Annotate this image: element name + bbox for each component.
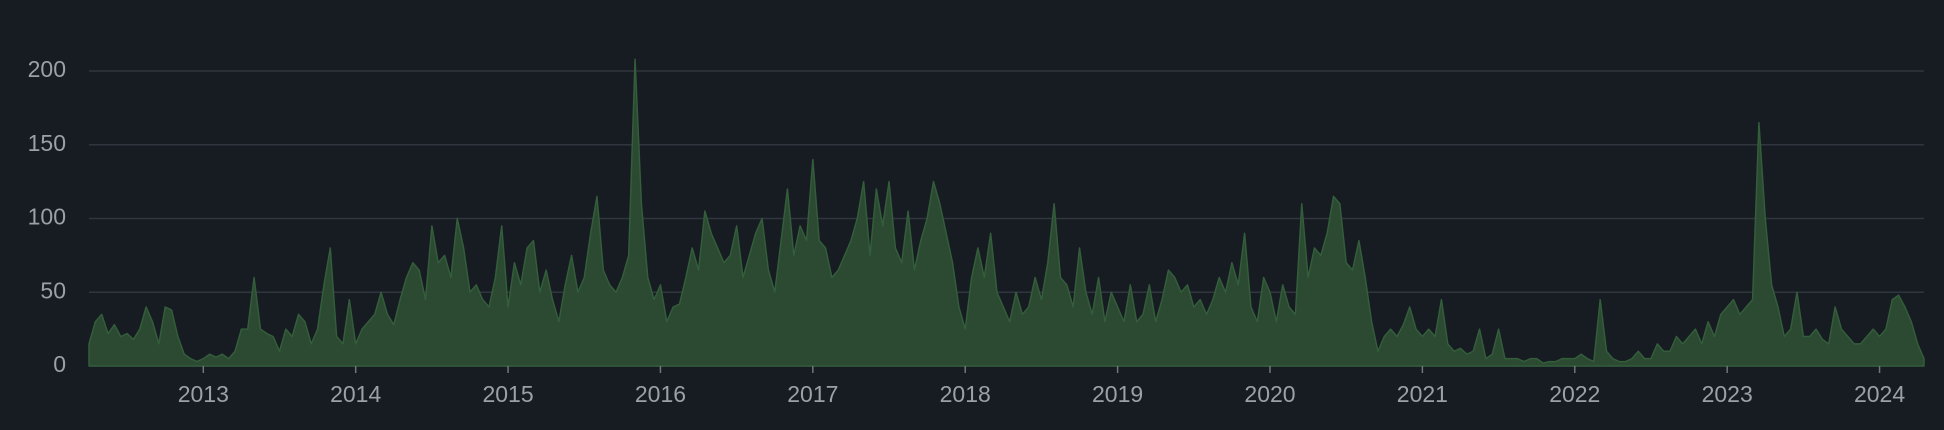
y-tick-label: 200 xyxy=(28,56,66,82)
x-tick-label: 2021 xyxy=(1397,381,1448,407)
y-tick-label: 150 xyxy=(28,130,66,156)
x-tick-label: 2016 xyxy=(635,381,686,407)
x-tick-label: 2013 xyxy=(178,381,229,407)
area xyxy=(88,58,1925,367)
x-tick-label: 2017 xyxy=(787,381,838,407)
y-tick-label: 0 xyxy=(53,351,66,377)
x-tick-label: 2024 xyxy=(1854,381,1905,407)
x-tick-label: 2014 xyxy=(330,381,381,407)
x-tick-label: 2018 xyxy=(940,381,991,407)
x-tick-label: 2022 xyxy=(1549,381,1600,407)
x-tick-label: 2019 xyxy=(1092,381,1143,407)
x-tick-label: 2015 xyxy=(482,381,533,407)
y-tick-label: 100 xyxy=(28,204,66,230)
x-tick-label: 2020 xyxy=(1244,381,1295,407)
x-tick-label: 2023 xyxy=(1702,381,1753,407)
y-tick-label: 50 xyxy=(40,277,66,303)
